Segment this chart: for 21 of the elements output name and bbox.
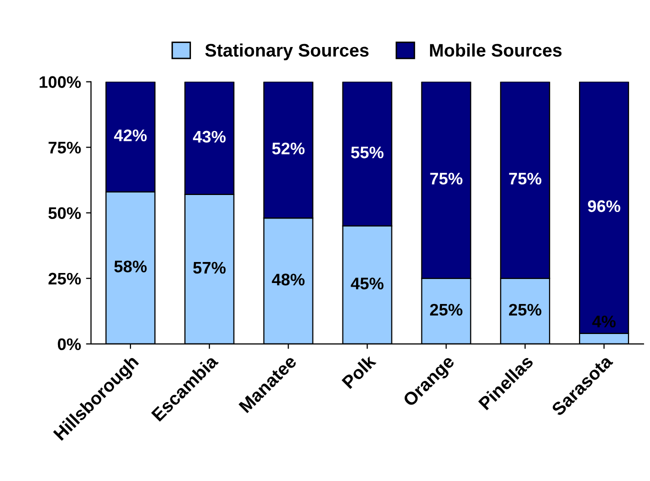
data-label: 4% [592, 316, 616, 328]
data-label: 25% [509, 304, 542, 316]
y-tick-label: 100% [40, 76, 81, 88]
data-label: 48% [272, 274, 305, 286]
y-tick-label: 0% [58, 338, 81, 350]
data-label: 75% [430, 172, 462, 185]
legend-label: Stationary Sources [205, 43, 369, 60]
data-label: 96% [588, 200, 620, 212]
y-tick-label: 75% [48, 142, 81, 154]
legend-label: Mobile Sources [430, 43, 562, 57]
y-tick-label: 50% [48, 207, 81, 220]
data-label: 42% [114, 129, 147, 142]
data-label: 57% [193, 262, 226, 274]
data-label: 45% [350, 278, 384, 290]
data-label: 52% [272, 142, 305, 154]
data-label: 55% [351, 146, 384, 158]
data-label: 25% [430, 304, 462, 316]
data-label: 75% [509, 172, 542, 185]
y-tick-label: 25% [48, 272, 81, 285]
data-label: 58% [114, 260, 147, 272]
data-label: 43% [192, 130, 226, 143]
